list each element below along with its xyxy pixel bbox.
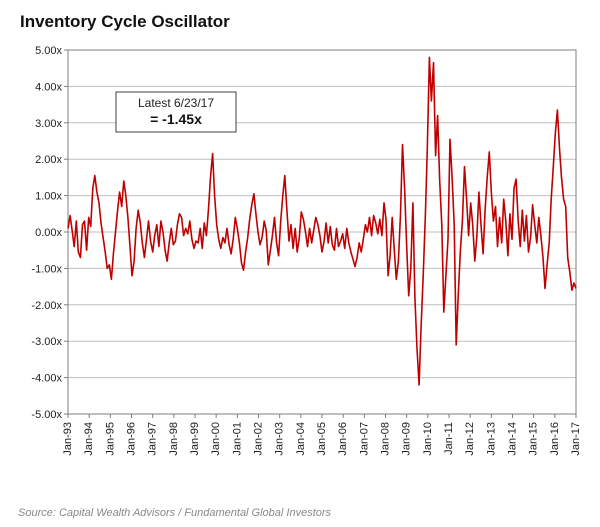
x-tick-label: Jan-99 [189, 422, 201, 456]
x-tick-label: Jan-03 [274, 422, 286, 456]
x-tick-label: Jan-98 [168, 422, 180, 456]
x-tick-label: Jan-06 [337, 422, 349, 456]
y-tick-label: -1.00x [31, 263, 62, 275]
annotation-line2: = -1.45x [150, 111, 202, 127]
x-tick-label: Jan-97 [147, 422, 159, 456]
y-tick-label: -4.00x [31, 373, 62, 385]
y-tick-label: 1.00x [35, 191, 62, 203]
x-tick-label: Jan-01 [231, 422, 243, 456]
y-tick-label: 2.00x [35, 154, 62, 166]
x-tick-label: Jan-11 [443, 422, 455, 455]
y-tick-label: 5.00x [35, 45, 62, 57]
x-tick-label: Jan-93 [62, 422, 74, 456]
x-tick-label: Jan-95 [104, 422, 116, 456]
line-chart-svg: -5.00x -4.00x -3.00x -2.00x -1.00x 0.00x 1.00x… [18, 44, 582, 484]
x-tick-label: Jan-15 [528, 422, 540, 456]
x-tick-label: Jan-09 [401, 422, 413, 456]
y-tick-label: 4.00x [35, 81, 62, 93]
x-tick-label: Jan-12 [464, 422, 476, 456]
y-tick-label: -5.00x [31, 409, 62, 421]
chart-container: -5.00x -4.00x -3.00x -2.00x -1.00x 0.00x 1.00x… [18, 44, 582, 484]
chart-title: Inventory Cycle Oscillator [20, 12, 230, 32]
x-tick-label: Jan-00 [210, 422, 222, 456]
x-tick-label: Jan-04 [295, 422, 307, 456]
y-tick-label: -2.00x [31, 300, 62, 312]
x-tick-label: Jan-02 [253, 422, 265, 456]
y-tick-label: -3.00x [31, 336, 62, 348]
chart-page: Inventory Cycle Oscillator -5.00x-4.00x-… [0, 0, 600, 527]
x-tick-label: Jan-05 [316, 422, 328, 456]
x-tick-label: Jan-07 [358, 422, 370, 456]
annotation-line1: Latest 6/23/17 [138, 96, 214, 110]
x-tick-label: Jan-16 [549, 422, 561, 456]
source-caption: Source: Capital Wealth Advisors / Fundam… [18, 507, 331, 519]
x-tick-label: Jan-96 [126, 422, 138, 456]
x-tick-label: Jan-10 [422, 422, 434, 456]
x-tick-label: Jan-17 [570, 422, 582, 456]
x-tick-label: Jan-08 [380, 422, 392, 456]
x-tick-label: Jan-14 [507, 422, 519, 456]
y-tick-label: 0.00x [35, 227, 62, 239]
y-tick-label: 3.00x [35, 118, 62, 130]
x-tick-label: Jan-94 [83, 422, 95, 456]
x-tick-label: Jan-13 [485, 422, 497, 456]
